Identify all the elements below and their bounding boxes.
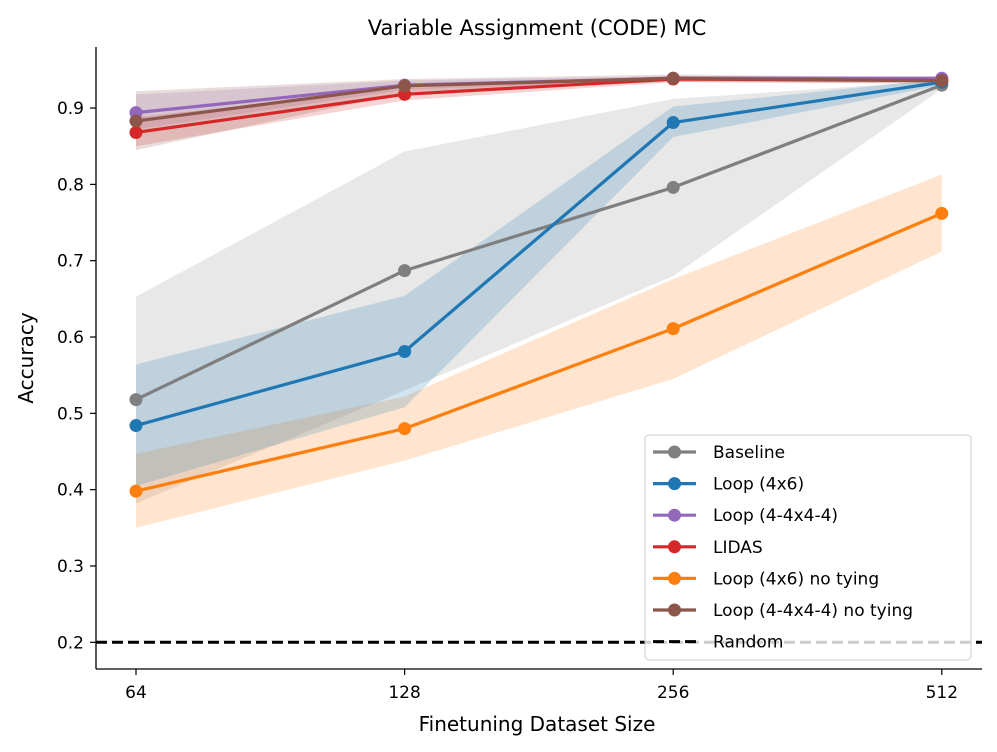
legend-marker [668,540,681,554]
y-tick-label: 0.5 [57,404,84,424]
legend-marker [668,603,681,617]
point-loop-4-4x4-4-no-tying-64 [129,114,143,128]
y-tick-label: 0.4 [57,481,84,501]
y-tick-label: 0.2 [57,633,84,653]
y-tick-label: 0.7 [57,252,84,272]
point-loop-4x6-no-tying-64 [129,484,143,498]
point-loop-4x6-no-tying-128 [398,422,412,436]
point-loop-4-4x4-4-no-tying-128 [398,79,412,93]
legend-entry-baseline: Baseline [653,443,785,463]
band-loop-4-4x4-4 [136,76,942,130]
y-axis-label: Accuracy [14,312,38,403]
band-loop-4x6-no-tying [136,174,942,528]
point-loop-4x6-no-tying-256 [666,322,680,336]
legend-entry-loop-4x6-no-tying: Loop (4x6) no tying [653,569,879,589]
legend-entry-random: Random [653,633,783,653]
legend-label: Random [713,633,783,653]
point-loop-4x6-256 [666,116,680,130]
legend-marker [668,445,681,459]
y-tick-label: 0.6 [57,328,84,348]
line-loop-4-4x4-4-no-tying [135,76,942,123]
legend-label: Loop (4-4x4-4) [713,506,838,526]
point-loop-4-4x4-4-no-tying-256 [666,71,680,85]
point-baseline-256 [666,180,680,194]
chart-title: Variable Assignment (CODE) MC [368,16,707,40]
legend-label: Loop (4x6) no tying [713,569,879,589]
point-loop-4x6-no-tying-512 [935,206,949,220]
legend-entry-loop-4-4x4-4: Loop (4-4x4-4) [653,506,838,526]
x-tick-label: 128 [388,683,420,703]
point-lidas-64 [129,125,143,139]
x-tick-label: 512 [926,683,958,703]
line-loop-4x6 [135,80,943,428]
band-loop-4x6 [136,79,942,486]
y-tick-label: 0.9 [57,99,84,119]
point-baseline-64 [129,393,143,407]
axes: 0.2 0.3 0.4 0.5 0.6 0.7 0.8 0.9 64 128 256 512 [57,47,982,703]
legend-label: LIDAS [713,538,763,558]
legend-entry-loop-4x6: Loop (4x6) [653,475,804,495]
y-tick-label: 0.3 [57,557,84,577]
legend-marker [668,477,681,491]
legend: Baseline Loop (4x6) Loop (4-4x4-4) LIDAS Loo… [644,434,972,661]
point-baseline-128 [398,264,412,278]
legend-entry-lidas: LIDAS [653,538,763,558]
x-tick-label: 256 [657,683,689,703]
legend-label: Loop (4x6) [713,475,804,495]
x-axis-label: Finetuning Dataset Size [419,712,656,736]
legend-label: Baseline [713,443,785,463]
legend-marker [668,508,681,522]
legend-label: Loop (4-4x4-4) no tying [713,601,913,621]
point-loop-4x6-64 [129,419,143,433]
band-baseline [136,80,942,504]
series-lines [129,71,949,498]
line-baseline [135,83,943,402]
point-loop-4-4x4-4-no-tying-512 [935,74,949,88]
legend-entry-loop-4-4x4-4-no-tying: Loop (4-4x4-4) no tying [653,601,913,621]
point-loop-4x6-128 [398,345,412,359]
legend-box [644,434,972,661]
y-tick-label: 0.8 [57,175,84,195]
legend-marker [668,571,681,585]
x-tick-label: 64 [125,683,147,703]
line-loop-4x6-no-tying [135,211,943,493]
